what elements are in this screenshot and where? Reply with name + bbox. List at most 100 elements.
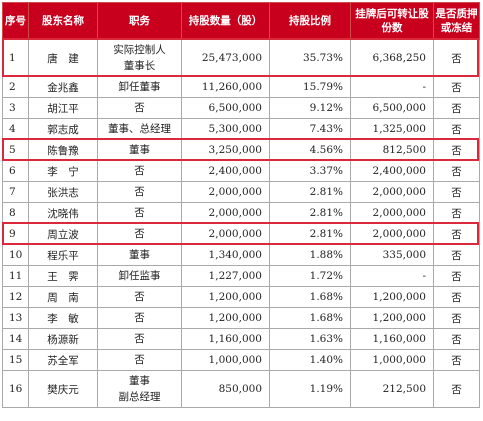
cell-transferable-shares: 2,000,000 bbox=[350, 202, 434, 224]
header-transferable-shares: 挂牌后可转让股份数 bbox=[350, 2, 434, 40]
cell-transferable-shares: 2,400,000 bbox=[350, 160, 434, 182]
position-line: 否 bbox=[134, 312, 145, 324]
cell-share-count: 850,000 bbox=[181, 370, 270, 408]
table-row: 11 王 霁 卸任监事 1,227,000 1.72% - 否 bbox=[2, 265, 480, 287]
cell-serial-no: 13 bbox=[2, 307, 29, 329]
cell-pledged-frozen: 否 bbox=[433, 118, 480, 140]
position-line: 董事、总经理 bbox=[108, 123, 171, 135]
cell-shareholder-name: 樊庆元 bbox=[28, 370, 98, 408]
cell-pledged-frozen: 否 bbox=[433, 328, 480, 350]
cell-serial-no: 2 bbox=[2, 76, 29, 98]
cell-position: 实际控制人 董事长 bbox=[97, 39, 182, 77]
cell-share-ratio: 1.68% bbox=[269, 307, 351, 329]
cell-shareholder-name: 周 南 bbox=[28, 286, 98, 308]
position-line: 否 bbox=[134, 207, 145, 219]
cell-pledged-frozen: 否 bbox=[433, 139, 480, 161]
header-share-ratio: 持股比例 bbox=[269, 2, 351, 40]
cell-position: 否 bbox=[97, 328, 182, 350]
position-line: 否 bbox=[134, 102, 145, 114]
cell-share-ratio: 2.81% bbox=[269, 202, 351, 224]
cell-serial-no: 14 bbox=[2, 328, 29, 350]
cell-serial-no: 4 bbox=[2, 118, 29, 140]
cell-transferable-shares: 1,325,000 bbox=[350, 118, 434, 140]
table-row: 5 陈鲁豫 董事 3,250,000 4.56% 812,500 否 bbox=[2, 139, 480, 161]
cell-pledged-frozen: 否 bbox=[433, 349, 480, 371]
position-line: 否 bbox=[134, 333, 145, 345]
cell-position: 否 bbox=[97, 223, 182, 245]
cell-shareholder-name: 沈晓伟 bbox=[28, 202, 98, 224]
table-row: 7 张洪志否 2,000,000 2.81% 2,000,000 否 bbox=[2, 181, 480, 203]
position-line: 董事长 bbox=[123, 60, 156, 72]
cell-share-count: 2,000,000 bbox=[181, 202, 270, 224]
cell-share-count: 6,500,000 bbox=[181, 97, 270, 119]
cell-shareholder-name: 胡江平 bbox=[28, 97, 98, 119]
cell-shareholder-name: 张洪志 bbox=[28, 181, 98, 203]
cell-share-ratio: 1.40% bbox=[269, 349, 351, 371]
cell-pledged-frozen: 否 bbox=[433, 181, 480, 203]
cell-position: 否 bbox=[97, 160, 182, 182]
cell-transferable-shares: 6,368,250 bbox=[350, 39, 434, 77]
cell-transferable-shares: 1,200,000 bbox=[350, 286, 434, 308]
cell-share-ratio: 7.43% bbox=[269, 118, 351, 140]
cell-serial-no: 6 bbox=[2, 160, 29, 182]
cell-shareholder-name: 郭志成 bbox=[28, 118, 98, 140]
cell-serial-no: 9 bbox=[2, 223, 29, 245]
header-shareholder-name: 股东名称 bbox=[28, 2, 98, 40]
header-position: 职务 bbox=[97, 2, 182, 40]
table-row: 2 金兆鑫 卸任董事 11,260,000 15.79% - 否 bbox=[2, 76, 480, 98]
table-row: 13 李 敏否 1,200,000 1.68% 1,200,000 否 bbox=[2, 307, 480, 329]
cell-share-count: 1,200,000 bbox=[181, 307, 270, 329]
cell-pledged-frozen: 否 bbox=[433, 76, 480, 98]
cell-pledged-frozen: 否 bbox=[433, 97, 480, 119]
cell-pledged-frozen: 否 bbox=[433, 286, 480, 308]
position-line: 否 bbox=[134, 186, 145, 198]
cell-shareholder-name: 唐 建 bbox=[28, 39, 98, 77]
shareholder-table-wrapper: 序号 股东名称 职务 持股数量（股） 持股比例 挂牌后可转让股份数 是否质押或冻… bbox=[2, 2, 480, 408]
cell-shareholder-name: 苏全军 bbox=[28, 349, 98, 371]
cell-pledged-frozen: 否 bbox=[433, 39, 480, 77]
cell-pledged-frozen: 否 bbox=[433, 307, 480, 329]
cell-position: 董事 bbox=[97, 139, 182, 161]
table-row: 10 程乐平 董事 1,340,000 1.88% 335,000 否 bbox=[2, 244, 480, 266]
table-row: 15 苏全军否 1,000,000 1.40% 1,000,000 否 bbox=[2, 349, 480, 371]
cell-share-ratio: 9.12% bbox=[269, 97, 351, 119]
table-row: 9 周立波否 2,000,000 2.81% 2,000,000 否 bbox=[2, 223, 480, 245]
cell-transferable-shares: 1,000,000 bbox=[350, 349, 434, 371]
cell-share-ratio: 1.63% bbox=[269, 328, 351, 350]
cell-serial-no: 5 bbox=[2, 139, 29, 161]
cell-pledged-frozen: 否 bbox=[433, 160, 480, 182]
position-line: 否 bbox=[134, 291, 145, 303]
cell-shareholder-name: 周立波 bbox=[28, 223, 98, 245]
position-line: 否 bbox=[134, 228, 145, 240]
cell-position: 卸任董事 bbox=[97, 76, 182, 98]
cell-share-count: 1,340,000 bbox=[181, 244, 270, 266]
cell-share-ratio: 4.56% bbox=[269, 139, 351, 161]
cell-share-count: 2,000,000 bbox=[181, 223, 270, 245]
cell-pledged-frozen: 否 bbox=[433, 265, 480, 287]
cell-pledged-frozen: 否 bbox=[433, 202, 480, 224]
cell-transferable-shares: 335,000 bbox=[350, 244, 434, 266]
cell-serial-no: 12 bbox=[2, 286, 29, 308]
cell-position: 董事 bbox=[97, 244, 182, 266]
cell-share-ratio: 2.81% bbox=[269, 181, 351, 203]
shareholder-table: 序号 股东名称 职务 持股数量（股） 持股比例 挂牌后可转让股份数 是否质押或冻… bbox=[2, 2, 480, 408]
cell-serial-no: 3 bbox=[2, 97, 29, 119]
cell-share-count: 25,473,000 bbox=[181, 39, 270, 77]
header-serial-no: 序号 bbox=[2, 2, 29, 40]
cell-shareholder-name: 杨源新 bbox=[28, 328, 98, 350]
cell-serial-no: 15 bbox=[2, 349, 29, 371]
table-row: 16 樊庆元 董事 副总经理 850,000 1.19% 212,500 否 bbox=[2, 370, 480, 408]
cell-share-ratio: 1.19% bbox=[269, 370, 351, 408]
cell-transferable-shares: 2,000,000 bbox=[350, 181, 434, 203]
cell-transferable-shares: - bbox=[350, 265, 434, 287]
position-line: 实际控制人 bbox=[113, 44, 166, 56]
position-line: 否 bbox=[134, 165, 145, 177]
cell-serial-no: 1 bbox=[2, 39, 29, 77]
cell-shareholder-name: 金兆鑫 bbox=[28, 76, 98, 98]
position-line: 董事 bbox=[129, 144, 150, 156]
cell-share-count: 1,000,000 bbox=[181, 349, 270, 371]
table-row: 3 胡江平否 6,500,000 9.12% 6,500,000 否 bbox=[2, 97, 480, 119]
table-row: 8 沈晓伟否 2,000,000 2.81% 2,000,000 否 bbox=[2, 202, 480, 224]
